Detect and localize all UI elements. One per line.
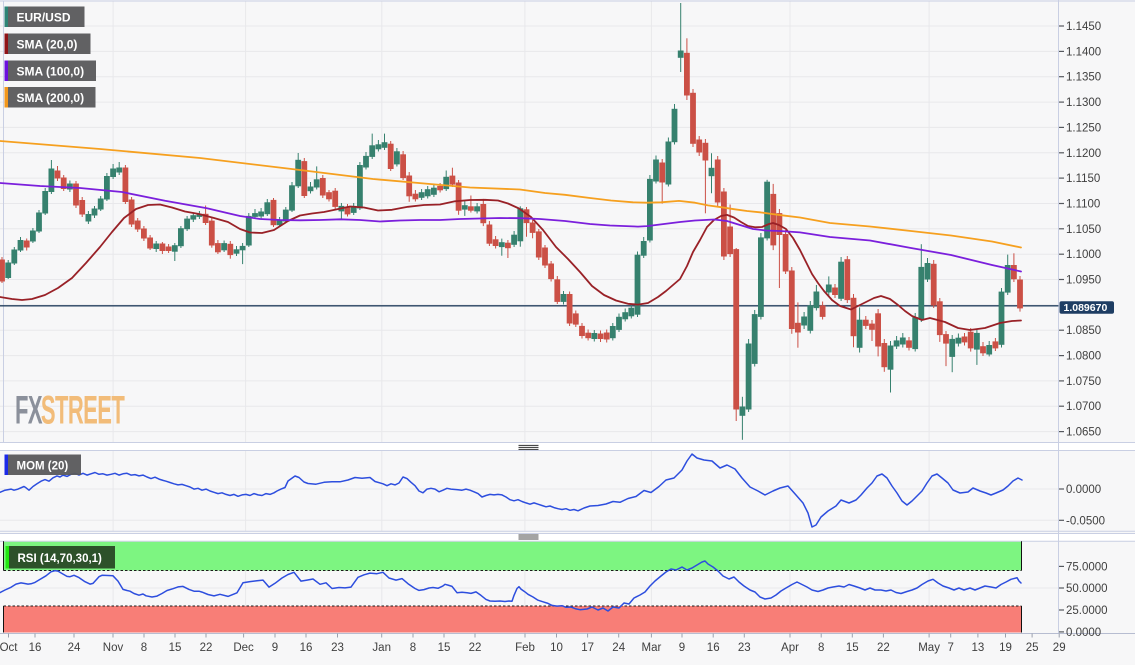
svg-text:1.0800: 1.0800 [1066,351,1101,363]
svg-text:0.0000: 0.0000 [1066,627,1101,639]
svg-text:Mar: Mar [641,642,661,654]
svg-text:1.0700: 1.0700 [1066,401,1101,413]
svg-text:SMA (100,0): SMA (100,0) [17,64,85,78]
svg-text:8: 8 [141,642,147,654]
svg-text:1.1300: 1.1300 [1066,97,1101,109]
svg-text:24: 24 [68,642,81,654]
svg-text:1.089670: 1.089670 [1064,302,1108,314]
svg-text:1.0850: 1.0850 [1066,325,1101,337]
svg-text:75.0000: 75.0000 [1066,561,1108,573]
svg-text:SMA (200,0): SMA (200,0) [17,91,85,105]
svg-text:16: 16 [707,642,720,654]
svg-text:50.0000: 50.0000 [1066,583,1108,595]
svg-text:1.0650: 1.0650 [1066,427,1101,439]
svg-text:16: 16 [300,642,313,654]
svg-text:29: 29 [1053,642,1066,654]
svg-text:7: 7 [947,642,953,654]
svg-text:19: 19 [999,642,1012,654]
svg-text:24: 24 [612,642,625,654]
svg-text:1.1050: 1.1050 [1066,224,1101,236]
svg-text:22: 22 [877,642,890,654]
svg-text:1.1450: 1.1450 [1066,21,1101,33]
svg-text:STREET: STREET [41,388,125,433]
svg-text:16: 16 [29,642,42,654]
svg-text:EUR/USD: EUR/USD [17,10,71,24]
svg-text:SMA (20,0): SMA (20,0) [17,37,78,51]
svg-text:23: 23 [331,642,344,654]
svg-text:0.0000: 0.0000 [1066,484,1101,496]
svg-text:RSI (14,70,30,1): RSI (14,70,30,1) [18,553,103,565]
svg-text:8: 8 [410,642,416,654]
svg-text:Oct: Oct [0,642,18,654]
svg-text:1.1200: 1.1200 [1066,148,1101,160]
svg-text:May: May [918,642,940,654]
svg-text:1.1150: 1.1150 [1066,173,1100,185]
svg-text:22: 22 [200,642,213,654]
svg-text:13: 13 [972,642,985,654]
svg-text:1.1350: 1.1350 [1066,72,1101,84]
svg-text:Dec: Dec [233,642,254,654]
svg-text:1.0950: 1.0950 [1066,275,1101,287]
svg-text:25.0000: 25.0000 [1066,605,1108,617]
svg-text:1.1100: 1.1100 [1066,199,1100,211]
svg-text:8: 8 [818,642,824,654]
svg-text:1.1400: 1.1400 [1066,46,1101,58]
svg-text:23: 23 [738,642,751,654]
svg-text:Feb: Feb [515,642,535,654]
svg-text:Nov: Nov [103,642,124,654]
svg-text:17: 17 [581,642,594,654]
svg-text:25: 25 [1026,642,1039,654]
svg-text:1.1250: 1.1250 [1066,122,1101,134]
svg-text:FX: FX [15,388,43,433]
svg-text:Apr: Apr [781,642,799,654]
svg-text:1.1000: 1.1000 [1066,249,1101,261]
svg-text:Jan: Jan [372,642,391,654]
svg-text:9: 9 [272,642,278,654]
svg-text:15: 15 [438,642,451,654]
svg-text:9: 9 [679,642,685,654]
svg-text:10: 10 [550,642,563,654]
svg-text:1.0750: 1.0750 [1066,376,1101,388]
svg-text:15: 15 [846,642,859,654]
svg-text:MOM (20): MOM (20) [17,460,69,472]
svg-text:15: 15 [169,642,182,654]
svg-text:22: 22 [469,642,482,654]
svg-text:-0.0500: -0.0500 [1066,515,1105,527]
